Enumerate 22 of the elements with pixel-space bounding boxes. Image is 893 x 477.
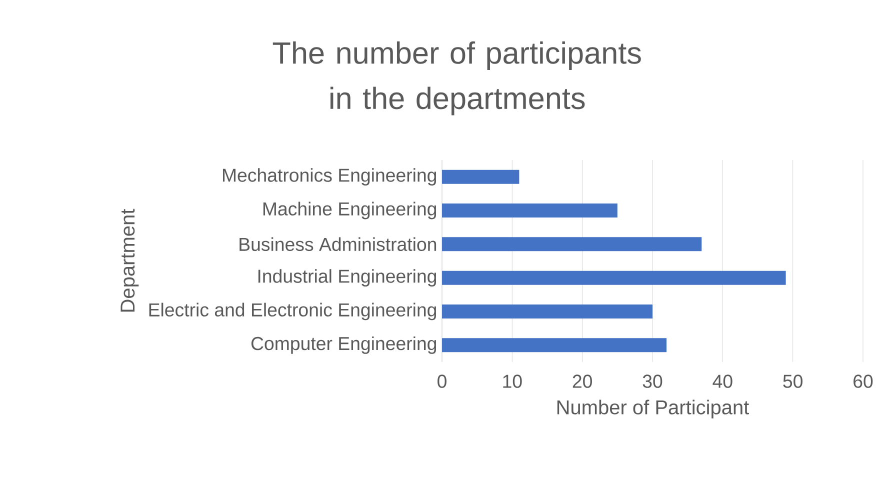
x-tick-label: 50 xyxy=(783,374,802,388)
bar xyxy=(442,237,702,252)
chart-title: The number of participants in the departments xyxy=(272,41,641,116)
y-tick-label: Computer Engineering xyxy=(251,336,436,354)
bar xyxy=(442,170,520,184)
y-tick-label: Business Administration xyxy=(240,237,436,252)
x-tick-label: 0 xyxy=(438,374,446,388)
bar xyxy=(442,270,786,285)
y-tick-label: Electric and Electronic Engineering xyxy=(149,302,436,320)
x-axis-title: Number of Participant xyxy=(557,400,750,418)
bar xyxy=(442,304,652,318)
y-tick-label: Mechatronics Engineering xyxy=(222,168,436,186)
x-tick-label: 20 xyxy=(572,374,592,388)
y-axis-title: Department xyxy=(120,208,139,312)
y-tick-label: Machine Engineering xyxy=(263,202,436,220)
bar xyxy=(442,338,667,352)
x-tick-label: 40 xyxy=(712,374,732,388)
x-tick-label: 10 xyxy=(503,374,522,388)
y-tick-label: Industrial Engineering xyxy=(258,269,436,287)
bar xyxy=(442,204,618,218)
x-tick-label: 60 xyxy=(854,374,873,388)
x-tick-label: 30 xyxy=(642,374,662,388)
